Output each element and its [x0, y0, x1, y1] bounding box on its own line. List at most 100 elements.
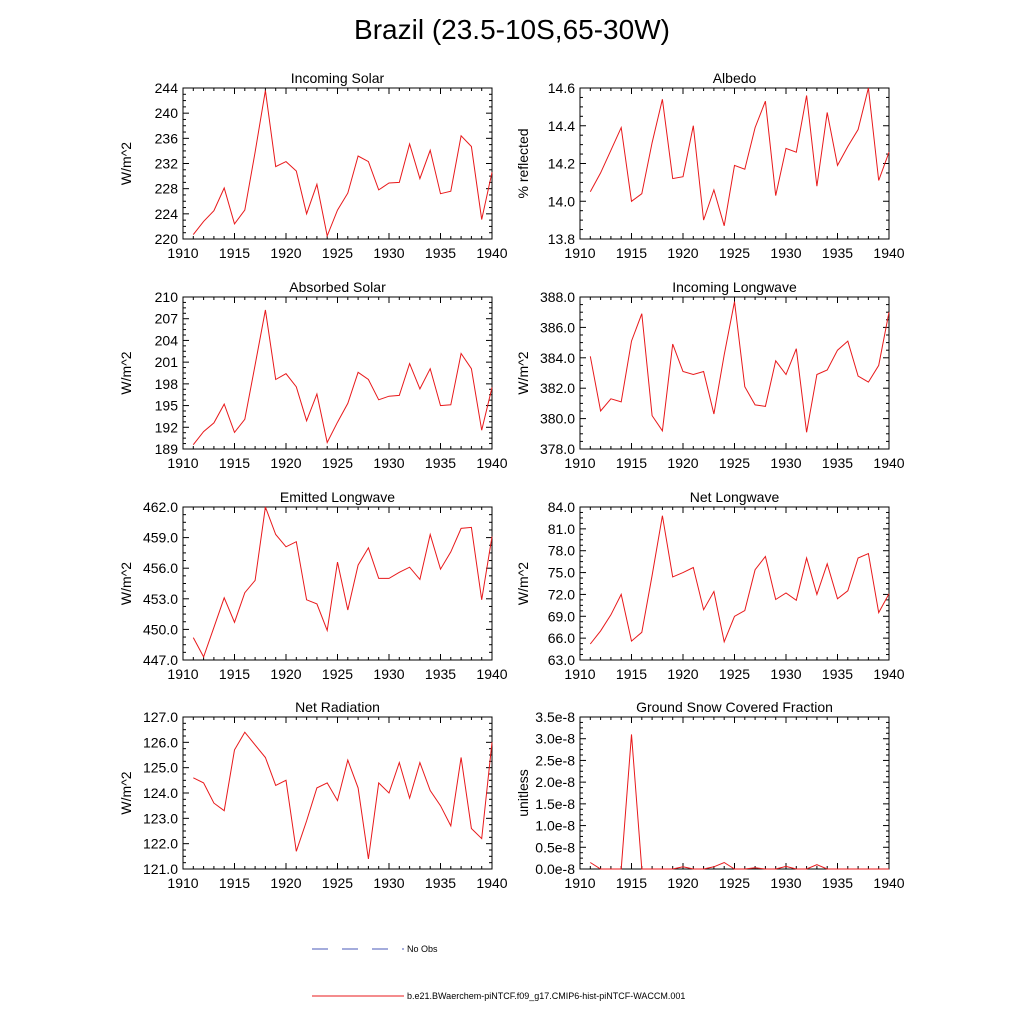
y-tick-label: 228 — [155, 181, 179, 197]
panel-7: Ground Snow Covered Fraction unitless 1910… — [515, 699, 905, 891]
x-tick-label: 1930 — [770, 455, 801, 471]
panel-3: Incoming Longwave W/m^2 1910 1915 1920 1925 19… — [515, 279, 905, 471]
y-tick-label: 123.0 — [143, 810, 178, 826]
y-axis-label: unitless — [515, 769, 531, 816]
legend-label-model: b.e21.BWaerchem-piNTCF.f09_g17.CMIP6-his… — [407, 991, 685, 1001]
y-tick-label: 447.0 — [143, 652, 178, 668]
x-tick-label: 1920 — [667, 245, 698, 261]
series-line — [192, 90, 493, 238]
y-tick-label: 384.0 — [540, 350, 575, 366]
panel-title: Net Radiation — [295, 699, 380, 715]
x-tick-label: 1920 — [270, 666, 301, 682]
x-tick-label: 1925 — [322, 875, 353, 891]
x-tick-label: 1910 — [564, 455, 595, 471]
y-tick-label: 121.0 — [143, 861, 178, 877]
x-tick-label: 1915 — [616, 666, 647, 682]
panel-6: Net Radiation W/m^2 1910 1915 1920 1925 1930 19… — [118, 699, 508, 891]
x-tick-label: 1930 — [373, 666, 404, 682]
x-tick-label: 1910 — [564, 875, 595, 891]
y-tick-label: 81.0 — [548, 521, 575, 537]
y-tick-label: 66.0 — [548, 630, 575, 646]
y-tick-label: 382.0 — [540, 380, 575, 396]
y-axis-label: W/m^2 — [118, 142, 134, 185]
y-tick-label: 125.0 — [143, 760, 178, 776]
x-tick-label: 1930 — [770, 245, 801, 261]
y-tick-label: 126.0 — [143, 734, 178, 750]
x-tick-label: 1910 — [167, 455, 198, 471]
legend-label-no-obs: No Obs — [407, 944, 438, 954]
x-tick-label: 1940 — [476, 875, 507, 891]
y-tick-label: 224 — [155, 206, 179, 222]
y-tick-label: 388.0 — [540, 289, 575, 305]
y-tick-label: 210 — [155, 289, 179, 305]
y-tick-label: 3.0e-8 — [535, 731, 575, 747]
x-tick-label: 1910 — [564, 666, 595, 682]
panel-title: Incoming Solar — [291, 70, 385, 86]
panel-5: Net Longwave W/m^2 1910 1915 1920 1925 1930 193… — [515, 489, 905, 682]
y-axis-label: W/m^2 — [118, 771, 134, 814]
y-tick-label: 14.2 — [548, 156, 575, 172]
y-tick-label: 63.0 — [548, 652, 575, 668]
x-tick-label: 1930 — [373, 875, 404, 891]
y-axis-label: W/m^2 — [118, 562, 134, 605]
x-tick-label: 1935 — [822, 875, 853, 891]
x-tick-label: 1915 — [219, 455, 250, 471]
x-tick-label: 1920 — [270, 245, 301, 261]
x-tick-label: 1930 — [770, 666, 801, 682]
panel-title: Emitted Longwave — [280, 489, 395, 505]
y-tick-label: 453.0 — [143, 591, 178, 607]
legend-entry-no-obs: No Obs — [312, 944, 438, 954]
x-tick-label: 1925 — [719, 455, 750, 471]
y-tick-label: 450.0 — [143, 621, 178, 637]
panel-2: Absorbed Solar W/m^2 1910 1915 1920 1925 1930 1… — [118, 279, 508, 471]
x-tick-label: 1935 — [822, 455, 853, 471]
y-tick-label: 201 — [155, 354, 179, 370]
y-tick-label: 14.0 — [548, 193, 575, 209]
x-tick-label: 1915 — [616, 245, 647, 261]
y-tick-label: 0.0e-8 — [535, 861, 575, 877]
plot-frame — [579, 506, 890, 661]
y-tick-label: 204 — [155, 332, 179, 348]
y-tick-label: 3.5e-8 — [535, 709, 575, 725]
y-tick-label: 84.0 — [548, 499, 575, 515]
y-tick-label: 14.4 — [548, 118, 575, 134]
x-tick-label: 1935 — [822, 666, 853, 682]
y-tick-label: 240 — [155, 105, 179, 121]
plot-frame — [182, 716, 493, 870]
x-tick-label: 1915 — [616, 875, 647, 891]
y-tick-label: 124.0 — [143, 785, 178, 801]
x-tick-label: 1915 — [219, 875, 250, 891]
x-tick-label: 1920 — [667, 875, 698, 891]
plot-frame — [579, 716, 890, 870]
x-tick-label: 1920 — [667, 455, 698, 471]
y-tick-label: 122.0 — [143, 836, 178, 852]
legend-entry-model: b.e21.BWaerchem-piNTCF.f09_g17.CMIP6-his… — [312, 991, 685, 1001]
y-tick-label: 198 — [155, 376, 179, 392]
x-tick-label: 1940 — [873, 666, 904, 682]
figure-title: Brazil (23.5-10S,65-30W) — [354, 14, 670, 45]
y-tick-label: 13.8 — [548, 231, 575, 247]
x-tick-label: 1910 — [167, 245, 198, 261]
x-tick-label: 1940 — [476, 666, 507, 682]
x-tick-label: 1935 — [822, 245, 853, 261]
series-line — [590, 734, 889, 870]
y-tick-label: 236 — [155, 130, 179, 146]
y-tick-label: 0.5e-8 — [535, 839, 575, 855]
series-line — [589, 301, 890, 433]
y-tick-label: 127.0 — [143, 709, 178, 725]
panel-1: Albedo % reflected 1910 1915 1920 1925 1930 193… — [515, 70, 905, 261]
y-tick-label: 75.0 — [548, 565, 575, 581]
y-tick-label: 456.0 — [143, 560, 178, 576]
panel-title: Albedo — [713, 70, 757, 86]
chart-panels: Incoming Solar W/m^2 1910 1915 1920 1925 1930 1… — [118, 70, 905, 891]
panel-title: Absorbed Solar — [289, 279, 386, 295]
y-tick-label: 1.0e-8 — [535, 818, 575, 834]
y-tick-label: 220 — [155, 231, 179, 247]
panel-title: Net Longwave — [690, 489, 780, 505]
x-tick-label: 1930 — [373, 455, 404, 471]
panel-title: Incoming Longwave — [672, 279, 797, 295]
y-tick-label: 69.0 — [548, 608, 575, 624]
x-tick-label: 1920 — [667, 666, 698, 682]
plot-frame — [182, 296, 493, 450]
y-tick-label: 189 — [155, 441, 179, 457]
